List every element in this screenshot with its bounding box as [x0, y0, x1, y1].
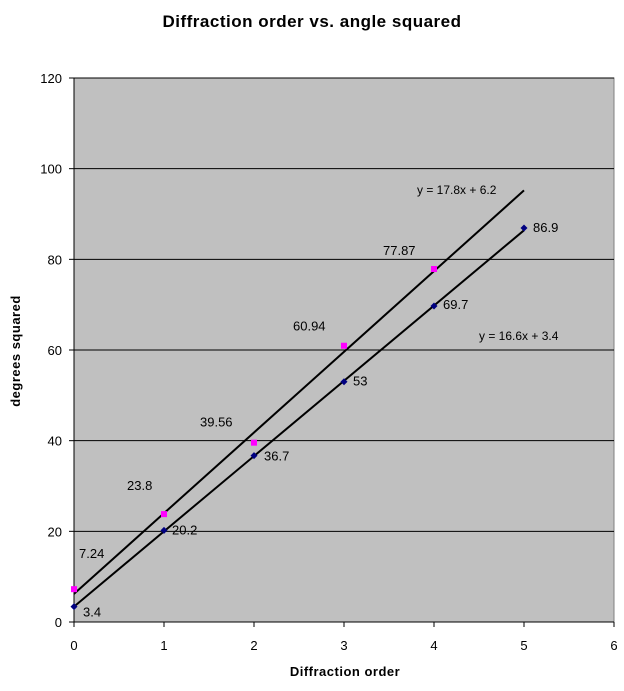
data-label: 20.2	[172, 522, 197, 537]
data-label: 86.9	[533, 220, 558, 235]
axes	[69, 77, 615, 627]
data-point	[430, 302, 438, 310]
y-tick-label: 60	[48, 343, 62, 358]
data-label: 23.8	[127, 478, 152, 493]
data-point	[520, 224, 528, 232]
data-points	[70, 224, 528, 611]
data-point	[250, 452, 258, 460]
data-point	[431, 265, 437, 272]
x-axis-label: Diffraction order	[290, 664, 400, 679]
x-tick-label: 5	[520, 638, 527, 653]
data-label: 36.7	[264, 449, 289, 464]
trendline-series-1	[73, 189, 525, 595]
data-point	[71, 586, 77, 593]
data-label: 3.4	[83, 605, 101, 620]
y-tick-label: 40	[48, 434, 62, 449]
x-tick-label: 6	[610, 638, 617, 653]
data-label: 77.87	[383, 243, 416, 258]
data-point	[161, 511, 167, 518]
y-tick-label: 100	[40, 162, 62, 177]
y-axis-label: degrees squared	[8, 295, 23, 407]
x-tick-label: 3	[340, 638, 347, 653]
trendline-equation: y = 17.8x + 6.2	[417, 183, 497, 197]
y-tick-label: 80	[48, 252, 62, 267]
y-tick-label: 20	[48, 524, 62, 539]
x-tick-labels: 0 1 2 3 4 5 6	[70, 638, 617, 653]
y-tick-label: 0	[55, 615, 62, 630]
x-tick-label: 0	[70, 638, 77, 653]
trendline-equation: y = 16.6x + 3.4	[479, 329, 559, 343]
data-point	[160, 526, 168, 534]
trendlines	[73, 189, 525, 608]
data-point	[251, 439, 257, 446]
x-tick-label: 2	[250, 638, 257, 653]
data-point	[70, 603, 78, 611]
x-tick-label: 1	[160, 638, 167, 653]
data-label: 69.7	[443, 297, 468, 312]
x-tick-label: 4	[430, 638, 437, 653]
data-label: 60.94	[293, 319, 326, 334]
chart-title: Diffraction order vs. angle squared	[162, 12, 461, 31]
trendline-equations: y = 17.8x + 6.2 y = 16.6x + 3.4	[417, 183, 559, 343]
y-tick-labels: 0 20 40 60 80 100 120	[40, 71, 62, 630]
data-label: 7.24	[79, 546, 104, 561]
data-point	[341, 342, 347, 349]
trendline-series-2	[73, 229, 525, 608]
data-labels: 7.24 23.8 39.56 60.94 77.87 3.4 20.2 36.7 53 69.7…	[79, 220, 558, 620]
data-label: 39.56	[200, 415, 233, 430]
y-tick-label: 120	[40, 71, 62, 86]
data-point	[340, 378, 348, 386]
data-label: 53	[353, 374, 367, 389]
